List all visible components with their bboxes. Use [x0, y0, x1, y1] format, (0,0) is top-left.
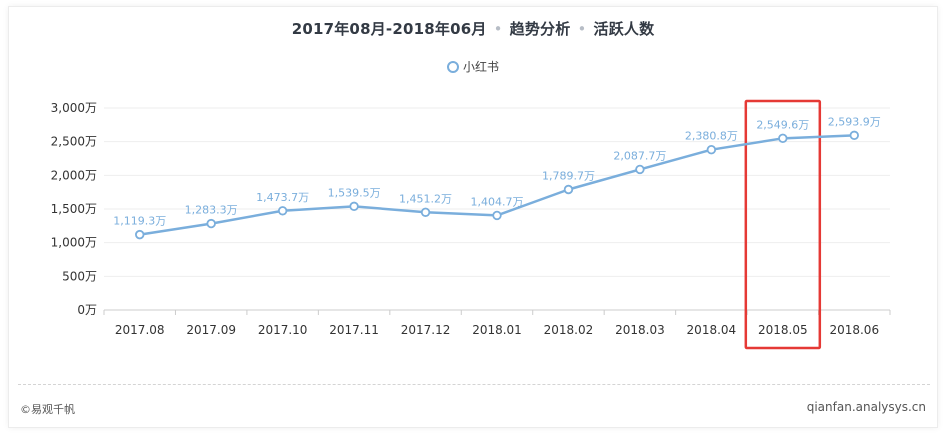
data-point[interactable]	[206, 218, 216, 229]
data-label: 1,451.2万	[399, 192, 452, 205]
y-tick-label: 3,000万	[51, 101, 97, 115]
data-label: 2,593.9万	[828, 115, 881, 128]
chart-legend[interactable]: 小红书	[0, 58, 946, 75]
data-point[interactable]	[349, 201, 359, 212]
data-point[interactable]	[706, 144, 717, 155]
y-tick-label: 500万	[62, 269, 97, 283]
data-label: 1,473.7万	[256, 191, 309, 204]
title-metric: 活跃人数	[593, 20, 655, 38]
data-label: 2,549.6万	[756, 118, 809, 131]
x-tick-label: 2017.12	[401, 323, 451, 337]
chart-title: 2017年08月-2018年06月 • 趋势分析 • 活跃人数	[0, 18, 946, 39]
title-separator: •	[493, 20, 503, 38]
x-tick-label: 2018.01	[472, 323, 522, 337]
data-point[interactable]	[635, 164, 645, 175]
y-tick-label: 0万	[77, 303, 97, 317]
data-point[interactable]	[849, 130, 859, 141]
legend-label: 小红书	[462, 60, 499, 74]
x-tick-label: 2018.02	[544, 323, 594, 337]
y-tick-label: 2,000万	[51, 168, 97, 182]
data-point[interactable]	[135, 229, 145, 240]
data-point[interactable]	[277, 206, 288, 216]
data-point[interactable]	[420, 207, 431, 217]
data-label: 1,404.7万	[471, 195, 524, 208]
y-tick-label: 1,500万	[51, 202, 97, 216]
x-tick-label: 2017.11	[329, 323, 379, 337]
x-tick-label: 2018.03	[615, 323, 665, 337]
data-label: 2,087.7万	[613, 149, 666, 162]
x-tick-label: 2018.05	[758, 323, 808, 337]
x-tick-label: 2018.04	[687, 323, 737, 337]
data-point[interactable]	[778, 133, 788, 144]
x-tick-label: 2017.09	[186, 323, 236, 337]
data-label: 1,283.3万	[185, 204, 238, 217]
y-tick-label: 1,000万	[51, 236, 97, 250]
title-separator: •	[577, 20, 587, 38]
data-label: 2,380.8万	[685, 130, 738, 143]
data-label: 1,789.7万	[542, 169, 595, 182]
data-label: 1,119.3万	[113, 215, 166, 228]
chart-card	[8, 6, 938, 428]
legend-marker-icon	[446, 61, 459, 73]
title-category: 趋势分析	[509, 20, 571, 38]
highlight-box	[744, 99, 822, 350]
data-label: 1,539.5万	[328, 186, 381, 199]
data-point[interactable]	[492, 210, 502, 221]
x-tick-label: 2018.06	[829, 323, 879, 337]
copyright-text: ©易观千帆	[20, 403, 75, 416]
title-date-range: 2017年08月-2018年06月	[291, 20, 487, 38]
x-tick-label: 2017.10	[258, 323, 308, 337]
footer-divider	[18, 384, 930, 385]
data-point[interactable]	[563, 184, 574, 195]
y-tick-label: 2,500万	[51, 135, 97, 149]
x-tick-label: 2017.08	[115, 323, 165, 337]
source-link[interactable]: qianfan.analysys.cn	[806, 400, 926, 414]
